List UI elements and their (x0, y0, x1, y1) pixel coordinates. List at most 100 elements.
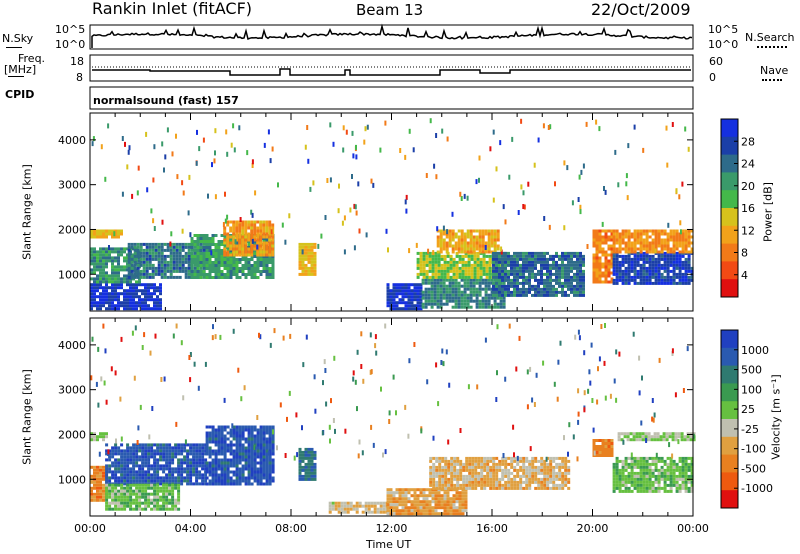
heatmap-cell (567, 260, 570, 264)
heatmap-cell (181, 242, 185, 246)
heatmap-cell (681, 244, 685, 248)
heatmap-cell (455, 275, 459, 279)
heatmap-cell (528, 266, 531, 270)
heatmap-cell (669, 269, 673, 273)
heatmap-cell (455, 500, 459, 504)
heatmap-cell (214, 452, 218, 456)
heatmap-cell (256, 461, 260, 465)
heatmap-cell (169, 248, 173, 252)
heatmap-cell (440, 503, 444, 507)
heatmap-cell (105, 256, 108, 260)
heatmap-cell (250, 467, 254, 471)
heatmap-cell (129, 470, 133, 474)
heatmap-cell (404, 497, 408, 501)
heatmap-cell (419, 503, 423, 507)
heatmap-cell (238, 455, 242, 459)
heatmap-cell (552, 293, 555, 297)
heatmap-cell (142, 254, 146, 258)
heatmap-cell (684, 266, 688, 270)
heatmap-cell (627, 232, 631, 236)
heatmap-cell (438, 477, 442, 481)
heatmap-cell (208, 243, 212, 246)
heatmap-cell (105, 295, 108, 299)
heatmap-cell (429, 468, 433, 472)
heatmap-cell (214, 243, 218, 246)
heatmap-cell (135, 292, 138, 296)
heatmap-cell (598, 280, 602, 284)
heatmap-cell (516, 254, 519, 258)
heatmap-cell (513, 251, 516, 255)
heatmap-cell (147, 476, 151, 480)
heatmap-cell (265, 235, 269, 239)
heatmap-cell (304, 456, 308, 460)
heatmap-cell (687, 241, 691, 245)
heatmap-cell (543, 287, 546, 291)
heatmap-cell (630, 266, 634, 270)
heatmap-cell (145, 251, 149, 255)
heatmap-cell (452, 269, 456, 273)
heatmap-cell (141, 443, 145, 447)
heatmap-cell (120, 492, 124, 496)
heatmap-cell (250, 473, 254, 477)
heatmap-cell (481, 250, 485, 254)
heatmap-cell (537, 257, 540, 261)
heatmap-cell (461, 512, 465, 516)
heatmap-cell (238, 482, 242, 486)
heatmap-cell (439, 287, 443, 291)
heatmap-cell (582, 254, 585, 258)
heatmap-cell (598, 250, 602, 254)
heatmap-cell (262, 443, 266, 447)
heatmap-cell (564, 257, 567, 261)
heatmap-cell (298, 471, 302, 475)
heatmap-cell (582, 163, 585, 169)
heatmap-cell (238, 431, 242, 435)
heatmap-cell (250, 258, 254, 261)
heatmap-cell (460, 247, 464, 251)
heatmap-cell (579, 254, 582, 258)
heatmap-cell (615, 278, 619, 282)
heatmap-cell (675, 260, 679, 264)
heatmap-cell (205, 243, 209, 246)
heatmap-cell (465, 486, 469, 490)
heatmap-cell (217, 449, 221, 453)
heatmap-cell (478, 244, 482, 248)
heatmap-cell (250, 425, 254, 429)
freq-unit-label: [MHz] (4, 63, 37, 76)
heatmap-cell (235, 449, 239, 453)
heatmap-cell (488, 266, 492, 270)
heatmap-cell (105, 274, 108, 278)
heatmap-cell (486, 459, 490, 463)
beam-title: Beam 13 (356, 1, 424, 19)
heatmap-cell (534, 257, 537, 261)
heatmap-cell (141, 470, 145, 474)
heatmap-cell (460, 284, 464, 288)
heatmap-cell (226, 235, 230, 239)
heatmap-cell (353, 245, 356, 251)
heatmap-cell (507, 275, 510, 279)
heatmap-cell (141, 292, 144, 296)
heatmap-cell (456, 480, 460, 484)
nave-label: Nave (760, 64, 789, 77)
heatmap-cell (367, 504, 371, 508)
heatmap-cell (223, 238, 227, 242)
heatmap-cell (675, 232, 679, 236)
heatmap-cell (232, 261, 236, 264)
heatmap-cell (349, 507, 353, 511)
heatmap-cell (624, 257, 628, 261)
heatmap-cell (226, 264, 230, 267)
heatmap-cell (481, 235, 485, 239)
heatmap-cell (126, 304, 129, 308)
heatmap-cell (250, 220, 254, 224)
heatmap-cell (304, 144, 307, 150)
heatmap-cell (142, 275, 146, 279)
heatmap-cell (522, 275, 525, 279)
heatmap-cell (244, 464, 248, 468)
heatmap-cell (132, 304, 135, 308)
heatmap-cell (192, 473, 196, 477)
heatmap-cell (537, 287, 540, 291)
heatmap-cell (123, 492, 127, 496)
heatmap-cell (108, 483, 112, 487)
heatmap-cell (93, 292, 96, 296)
heatmap-cell (168, 476, 172, 480)
heatmap-cell (310, 462, 314, 466)
